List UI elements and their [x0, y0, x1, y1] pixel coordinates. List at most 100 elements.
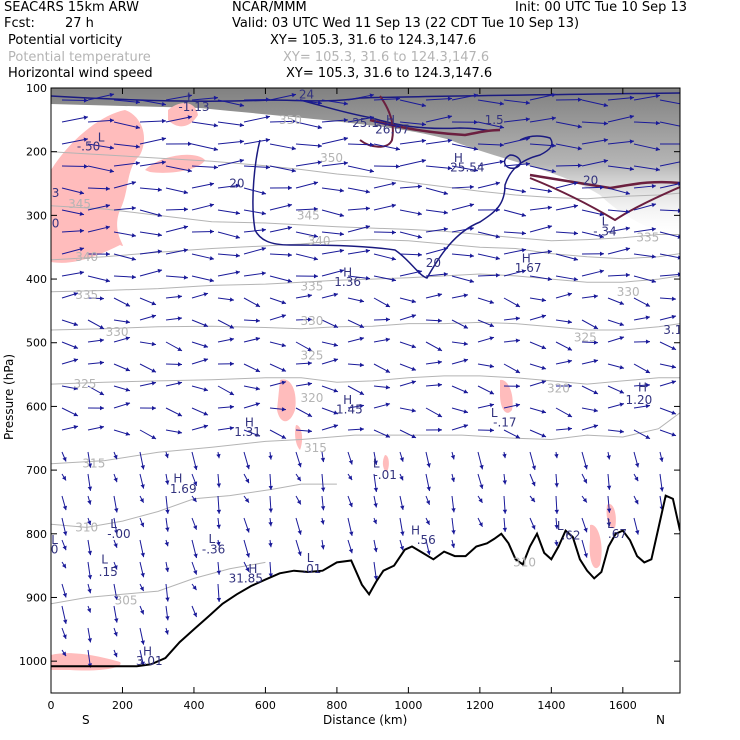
wind-vector	[217, 270, 241, 277]
wind-vector	[529, 143, 557, 148]
negative-pv-region	[295, 425, 303, 450]
wind-vector	[321, 161, 349, 167]
wind-vector	[61, 247, 85, 255]
wind-vector	[399, 231, 423, 239]
wind-vector	[425, 138, 453, 145]
wind-vector	[477, 428, 495, 433]
pv-label: L	[607, 517, 614, 531]
wind-vector	[165, 362, 183, 367]
y-tick-label: 800	[26, 528, 47, 541]
wind-vector	[321, 136, 349, 145]
wind-vector	[321, 269, 345, 277]
wind-vector	[269, 380, 287, 387]
wind-vector	[347, 187, 371, 194]
wind-vector	[113, 319, 131, 324]
wind-vector	[139, 118, 167, 124]
wind-vector	[268, 473, 273, 491]
pv-label: H	[248, 562, 257, 576]
wind-vector	[243, 517, 250, 533]
wind-vector	[373, 275, 397, 282]
wind-vector	[321, 385, 339, 393]
wind-vector	[243, 429, 261, 437]
wind-vector	[191, 275, 215, 283]
wind-vector	[633, 495, 639, 505]
wind-vector	[61, 495, 68, 511]
wind-vector	[451, 120, 479, 125]
wind-vector	[347, 297, 365, 303]
wind-vector	[139, 363, 157, 373]
pv-label: -.36	[202, 543, 225, 557]
wind-vector	[555, 275, 579, 282]
wind-vector	[191, 253, 215, 261]
wind-vector	[320, 451, 326, 463]
wind-vector	[399, 341, 417, 349]
pv-label: -.01	[373, 468, 396, 482]
wind-vector	[477, 319, 495, 328]
wind-vector	[399, 429, 417, 439]
wind-vector	[399, 158, 427, 167]
wind-vector	[633, 165, 661, 172]
wind-vector	[477, 495, 483, 504]
wind-vector	[139, 381, 157, 387]
wind-vector	[243, 227, 267, 233]
wind-vector	[165, 429, 183, 435]
wind-vector	[477, 336, 495, 343]
wind-vector	[165, 225, 189, 233]
pv-label: H	[454, 151, 463, 165]
theta-label: 340	[75, 250, 98, 264]
theta-label: 330	[106, 325, 129, 339]
wind-vector	[607, 226, 631, 233]
wind-vector	[243, 385, 261, 391]
wind-vector	[607, 336, 625, 343]
wind-vector	[87, 605, 92, 613]
pv-label: L	[51, 533, 58, 547]
wind-vector	[399, 363, 417, 371]
wind-vector	[659, 99, 680, 105]
wind-vector	[139, 209, 163, 218]
wind-vector	[164, 561, 170, 573]
wind-vector	[633, 184, 657, 189]
negative-pv-region	[145, 154, 205, 173]
wind-vector	[87, 517, 92, 526]
wind-vector	[450, 539, 456, 549]
wind-vector	[477, 121, 505, 130]
theta-label: 325	[300, 348, 323, 362]
wind-vector	[502, 517, 508, 532]
theta-label: 320	[547, 382, 570, 396]
pv-label: H	[143, 645, 152, 659]
wind-vector	[61, 341, 79, 349]
wind-vector	[113, 297, 131, 307]
wind-vector	[399, 539, 405, 551]
wind-vector	[373, 473, 379, 493]
wind-vector	[139, 187, 163, 192]
wind-vector	[529, 92, 557, 101]
wind-vector	[425, 272, 449, 277]
x-tick-label: 0	[48, 699, 55, 712]
wind-vector	[191, 517, 198, 530]
wind-vector	[269, 341, 287, 348]
wind-vector	[139, 561, 145, 578]
wind-vector	[216, 495, 222, 514]
wind-vector	[320, 539, 326, 550]
wind-vector	[191, 319, 209, 328]
wind-vector	[191, 539, 198, 559]
wind-vector	[61, 270, 85, 277]
wind-vector	[217, 426, 235, 431]
wind-vector	[243, 246, 267, 255]
wind-vector	[295, 231, 319, 239]
theta-label: 315	[304, 441, 327, 455]
wind-vector	[399, 517, 405, 536]
wind-vector	[451, 143, 479, 151]
wind-vector	[165, 165, 193, 173]
wind-vector	[372, 517, 377, 525]
wind-vector	[503, 384, 521, 389]
wind-vector	[87, 251, 111, 257]
wind-vector	[347, 319, 365, 329]
wind-vector	[87, 405, 105, 411]
wind-vector	[607, 272, 631, 278]
wind-vector	[659, 181, 680, 189]
wind-vector	[503, 230, 527, 236]
wind-vector	[659, 380, 677, 387]
wind-vector	[606, 473, 612, 490]
wind-vector	[477, 207, 501, 213]
